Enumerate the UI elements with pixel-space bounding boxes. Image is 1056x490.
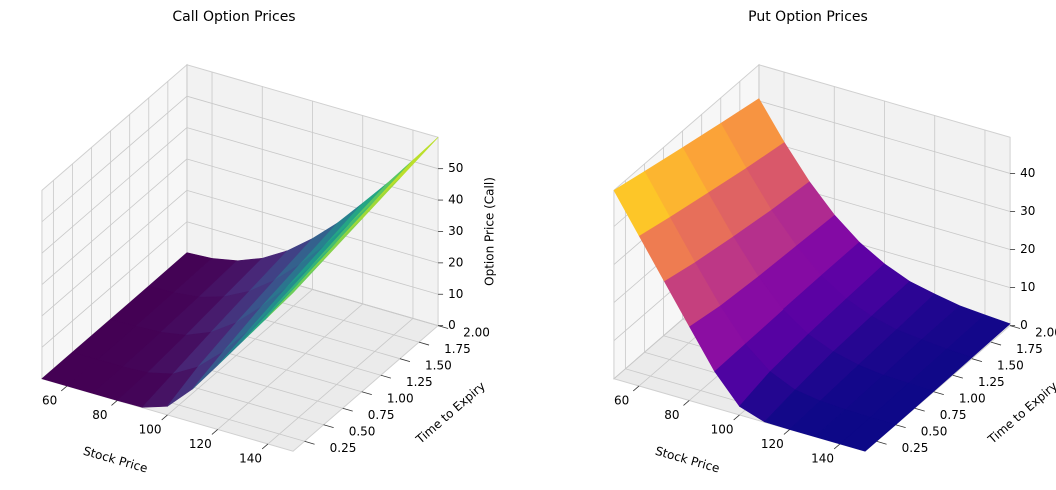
y-tick-label: 1.75 [444, 342, 471, 356]
tick-mark [783, 429, 790, 435]
z-tick-label: 10 [448, 287, 463, 301]
grid-line [267, 318, 414, 445]
chart-title: Put Option Prices [748, 9, 868, 25]
z-tick-label: 0 [1020, 318, 1028, 332]
y-axis-label: Time to Expiry [413, 379, 488, 447]
grid-line [186, 95, 439, 170]
tick-mark [833, 443, 841, 450]
tick-mark [895, 424, 906, 429]
z-tick-label: 0 [448, 318, 456, 332]
z-tick-label: 20 [1020, 242, 1035, 256]
tick-mark [261, 443, 269, 450]
tick-mark [632, 385, 640, 392]
tick-mark [342, 407, 353, 412]
tick-mark [971, 358, 983, 362]
x-tick-label: 80 [92, 408, 107, 422]
grid-line [41, 221, 188, 348]
y-tick-label: 1.50 [997, 358, 1024, 372]
tick-mark [733, 414, 740, 421]
grid-line [41, 127, 188, 254]
y-axis-label: Time to Expiry [985, 379, 1056, 447]
x-tick-label: 100 [139, 423, 162, 437]
y-tick-label: 0.75 [940, 408, 967, 422]
grid-line [41, 190, 188, 317]
grid-line [167, 289, 313, 416]
y-tick-label: 2.00 [1035, 325, 1056, 339]
y-tick-label: 1.00 [387, 391, 414, 405]
tick-mark [1009, 325, 1021, 329]
tick-mark [361, 391, 372, 396]
tick-mark [437, 325, 449, 329]
tick-mark [380, 374, 391, 379]
tick-mark [876, 440, 887, 445]
tick-mark [60, 385, 68, 392]
z-tick-label: 20 [448, 255, 463, 269]
y-tick-label: 0.25 [902, 441, 929, 455]
tick-mark [683, 400, 690, 406]
z-tick-label: 40 [1020, 166, 1035, 180]
y-tick-label: 1.25 [406, 375, 433, 389]
grid-line [41, 95, 188, 223]
tick-mark [418, 341, 430, 346]
tick-mark [111, 400, 118, 406]
x-tick-label: 140 [811, 452, 834, 466]
x-axis-label: Stock Price [654, 444, 722, 476]
y-tick-label: 1.50 [425, 358, 452, 372]
grid-line [41, 158, 188, 285]
x-axis-label: Stock Price [82, 444, 150, 476]
x-tick-label: 60 [614, 394, 629, 408]
z-axis-label: Option Price (Call) [483, 177, 497, 286]
y-tick-label: 0.25 [330, 441, 357, 455]
tick-mark [990, 341, 1002, 346]
grid-line [758, 100, 1011, 174]
y-tick-label: 1.75 [1016, 342, 1043, 356]
chart-title: Call Option Prices [172, 9, 295, 25]
tick-mark [399, 358, 411, 362]
x-tick-label: 120 [761, 437, 784, 451]
y-tick-label: 2.00 [463, 325, 490, 339]
tick-mark [952, 374, 963, 379]
y-tick-label: 0.50 [349, 425, 376, 439]
grid-line [217, 303, 363, 430]
grid-line [186, 189, 439, 264]
y-tick-label: 1.25 [978, 375, 1005, 389]
x-tick-label: 100 [711, 423, 734, 437]
tick-mark [914, 407, 925, 412]
z-tick-label: 50 [448, 161, 463, 175]
grid-line [186, 158, 439, 232]
tick-mark [211, 429, 218, 435]
surface-patch [839, 417, 896, 452]
grid-line [758, 138, 1011, 212]
z-tick-label: 10 [1020, 280, 1035, 294]
z-axis-label: Option Price (Put) [1055, 179, 1056, 285]
x-tick-label: 80 [664, 408, 679, 422]
grid-line [186, 127, 439, 201]
surface-patch [613, 171, 670, 236]
y-tick-label: 0.50 [921, 425, 948, 439]
tick-mark [304, 440, 315, 445]
z-tick-label: 30 [1020, 204, 1035, 218]
surface-patch [267, 259, 324, 318]
tick-mark [161, 414, 168, 421]
x-tick-label: 140 [239, 452, 262, 466]
y-tick-label: 1.00 [959, 391, 986, 405]
z-tick-label: 40 [448, 193, 463, 207]
y-tick-label: 0.75 [368, 408, 395, 422]
tick-mark [323, 424, 334, 429]
x-tick-label: 120 [189, 437, 212, 451]
z-tick-label: 30 [448, 224, 463, 238]
tick-mark [933, 391, 944, 396]
x-tick-label: 60 [42, 394, 57, 408]
